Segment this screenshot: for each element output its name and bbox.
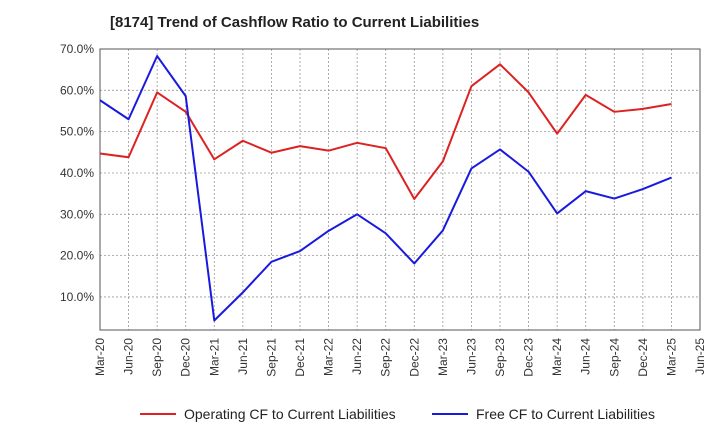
x-tick-label: Mar-20 xyxy=(93,338,107,376)
x-tick-label: Dec-24 xyxy=(636,338,650,377)
x-tick-label: Mar-21 xyxy=(207,338,221,376)
x-tick-label: Jun-20 xyxy=(122,338,136,375)
x-tick-label: Dec-22 xyxy=(407,338,421,377)
y-axis-ticks: 10.0% 20.0% 30.0% 40.0% 50.0% 60.0% 70.0% xyxy=(60,42,94,304)
x-tick-label: Sep-23 xyxy=(493,338,507,377)
operating-cf-series-line xyxy=(99,63,672,201)
free-cf-series-line xyxy=(99,55,672,322)
x-tick-label: Sep-24 xyxy=(607,338,621,377)
y-tick-label: 30.0% xyxy=(60,207,94,221)
series-lines xyxy=(99,55,672,322)
x-axis-ticks: Mar-20 Jun-20 Sep-20 Dec-20 Mar-21 Jun-21 Sep-… xyxy=(93,338,707,377)
x-tick-label: Mar-25 xyxy=(664,338,678,376)
x-tick-label: Sep-22 xyxy=(379,338,393,377)
x-tick-label: Mar-22 xyxy=(322,338,336,376)
plot-frame xyxy=(99,48,701,331)
grid-lines xyxy=(100,49,700,330)
chart-title: [8174] Trend of Cashflow Ratio to Curren… xyxy=(110,14,480,31)
legend-label-operating-cf: Operating CF to Current Liabilities xyxy=(184,406,396,422)
x-tick-label: Dec-23 xyxy=(522,338,536,377)
x-tick-label: Sep-20 xyxy=(150,338,164,377)
x-tick-label: Mar-23 xyxy=(436,338,450,376)
y-tick-label: 20.0% xyxy=(60,249,94,263)
x-tick-label: Jun-25 xyxy=(693,338,707,375)
x-tick-label: Jun-24 xyxy=(579,338,593,375)
y-tick-label: 50.0% xyxy=(60,125,94,139)
x-tick-label: Sep-21 xyxy=(264,338,278,377)
x-tick-label: Jun-22 xyxy=(350,338,364,375)
y-tick-label: 70.0% xyxy=(60,42,94,56)
y-tick-label: 10.0% xyxy=(60,290,94,304)
x-tick-label: Jun-21 xyxy=(236,338,250,375)
y-tick-label: 40.0% xyxy=(60,166,94,180)
legend: Operating CF to Current Liabilities Free… xyxy=(140,406,655,422)
x-tick-label: Dec-21 xyxy=(293,338,307,377)
y-tick-label: 60.0% xyxy=(60,83,94,97)
x-tick-label: Jun-23 xyxy=(464,338,478,375)
x-tick-label: Mar-24 xyxy=(550,338,564,376)
x-tick-label: Dec-20 xyxy=(179,338,193,377)
legend-label-free-cf: Free CF to Current Liabilities xyxy=(476,406,655,422)
